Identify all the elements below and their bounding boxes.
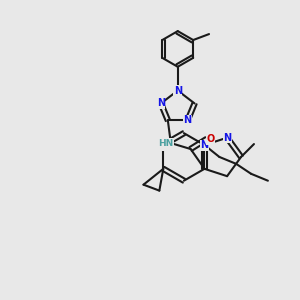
Text: N: N <box>157 98 165 108</box>
Text: O: O <box>206 134 214 144</box>
Text: N: N <box>174 85 182 96</box>
Text: N: N <box>200 140 208 150</box>
Text: HN: HN <box>158 139 173 148</box>
Text: N: N <box>159 140 167 150</box>
Text: N: N <box>184 115 192 125</box>
Text: N: N <box>223 133 231 143</box>
